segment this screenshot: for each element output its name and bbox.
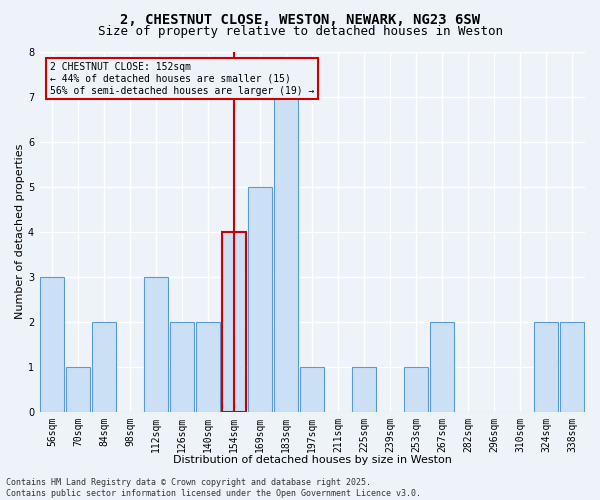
Text: 2 CHESTNUT CLOSE: 152sqm
← 44% of detached houses are smaller (15)
56% of semi-d: 2 CHESTNUT CLOSE: 152sqm ← 44% of detach… [50, 62, 314, 96]
Bar [144, 277, 167, 412]
Bar [352, 367, 376, 412]
Bar [300, 367, 323, 412]
Bar [274, 96, 298, 412]
Bar [196, 322, 220, 412]
Bar [404, 367, 428, 412]
Text: Contains HM Land Registry data © Crown copyright and database right 2025.
Contai: Contains HM Land Registry data © Crown c… [6, 478, 421, 498]
Bar [534, 322, 557, 412]
Text: Size of property relative to detached houses in Weston: Size of property relative to detached ho… [97, 25, 503, 38]
Bar [222, 232, 245, 412]
Text: 2, CHESTNUT CLOSE, WESTON, NEWARK, NG23 6SW: 2, CHESTNUT CLOSE, WESTON, NEWARK, NG23 … [120, 12, 480, 26]
Bar [66, 367, 89, 412]
Bar [92, 322, 116, 412]
Y-axis label: Number of detached properties: Number of detached properties [15, 144, 25, 320]
X-axis label: Distribution of detached houses by size in Weston: Distribution of detached houses by size … [173, 455, 451, 465]
Bar [248, 186, 272, 412]
Bar [560, 322, 584, 412]
Bar [40, 277, 64, 412]
Bar [170, 322, 194, 412]
Bar [430, 322, 454, 412]
